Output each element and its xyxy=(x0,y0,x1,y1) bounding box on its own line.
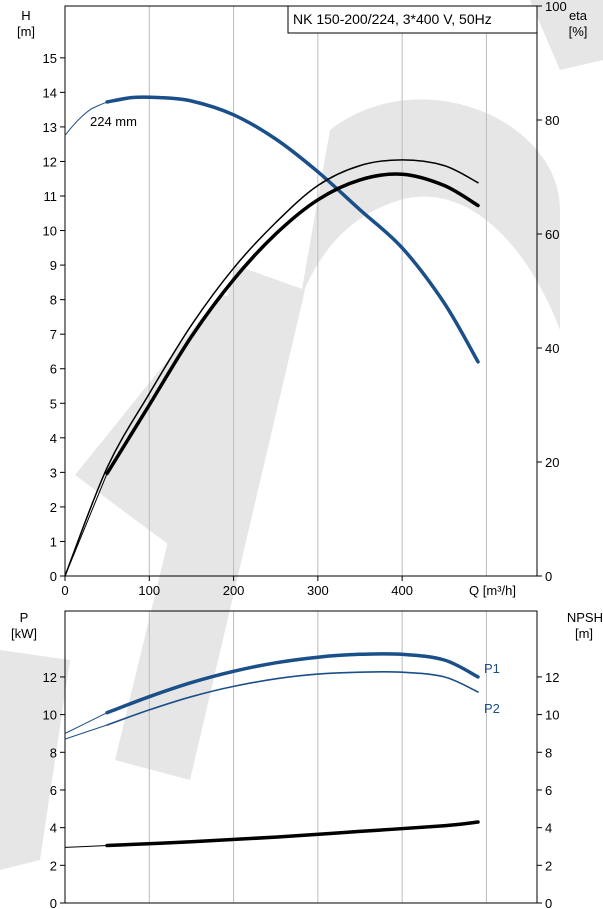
chart-title: NK 150-200/224, 3*400 V, 50Hz xyxy=(293,11,492,27)
eta-tick-label: 80 xyxy=(545,113,559,128)
eta-curve-b xyxy=(64,159,479,577)
bottom-left-ticks: 0 2 4 6 8 10 12 xyxy=(43,670,65,909)
h-tick-label: 0 xyxy=(50,569,57,584)
q-tick-label: 100 xyxy=(138,583,160,598)
p1-curve xyxy=(105,652,480,715)
p-tick-label: 10 xyxy=(43,708,57,723)
top-grid xyxy=(148,6,487,576)
npsh-tick-label: 10 xyxy=(545,708,559,723)
h-tick-label: 5 xyxy=(50,396,57,411)
p-axis-unit: [kW] xyxy=(11,626,37,641)
watermark xyxy=(0,0,603,870)
title-box: NK 150-200/224, 3*400 V, 50Hz xyxy=(287,5,538,34)
h-tick-label: 15 xyxy=(43,51,57,66)
h-axis-label: H xyxy=(21,8,30,23)
npsh-tick-label: 8 xyxy=(545,745,552,760)
h-tick-label: 2 xyxy=(50,500,57,515)
p-tick-label: 4 xyxy=(50,821,57,836)
p-tick-label: 8 xyxy=(50,745,57,760)
h-tick-label: 14 xyxy=(43,85,57,100)
h-tick-label: 13 xyxy=(43,120,57,135)
p-tick-label: 2 xyxy=(50,858,57,873)
npsh-curve xyxy=(105,820,480,848)
watermark-stroke-4 xyxy=(530,0,603,70)
eta-curve-a xyxy=(105,172,480,476)
h-tick-label: 8 xyxy=(50,293,57,308)
head-curve xyxy=(105,95,480,364)
p-tick-label: 0 xyxy=(50,896,57,909)
bottom-chart-panel: 0 2 4 6 8 10 12 0 2 4 6 8 10 12 P [kW] NPSH [m] P1 P… xyxy=(11,610,603,909)
npsh-tick-label: 4 xyxy=(545,821,552,836)
head-curve-extension xyxy=(64,101,108,136)
impeller-label: 224 mm xyxy=(90,114,137,129)
q-tick-label: 400 xyxy=(391,583,413,598)
eta-tick-label: 60 xyxy=(545,227,559,242)
h-tick-label: 7 xyxy=(50,327,57,342)
title-box-frame xyxy=(287,5,538,34)
h-tick-label: 3 xyxy=(50,465,57,480)
p2-label: P2 xyxy=(484,701,500,716)
npsh-tick-label: 6 xyxy=(545,783,552,798)
q-axis-label: Q [m³/h] xyxy=(469,583,516,598)
top-series xyxy=(64,95,480,577)
h-tick-label: 4 xyxy=(50,431,57,446)
eta-tick-label: 20 xyxy=(545,455,559,470)
h-tick-label: 9 xyxy=(50,258,57,273)
p-tick-label: 6 xyxy=(50,783,57,798)
h-tick-label: 10 xyxy=(43,224,57,239)
top-right-ticks: 0 20 40 60 80 100 xyxy=(537,0,567,584)
npsh-curve-extension xyxy=(64,845,108,848)
eta-tick-label: 0 xyxy=(545,569,552,584)
p2-curve xyxy=(106,670,479,726)
top-x-ticks: 0 100 200 300 400 xyxy=(61,576,413,598)
h-axis-unit: [m] xyxy=(17,24,35,39)
npsh-tick-label: 0 xyxy=(545,896,552,909)
bottom-right-ticks: 0 2 4 6 8 10 12 xyxy=(537,670,559,909)
h-tick-label: 11 xyxy=(44,189,58,204)
watermark-stroke-5 xyxy=(0,650,70,870)
q-tick-label: 200 xyxy=(223,583,245,598)
npsh-tick-label: 2 xyxy=(545,858,552,873)
bottom-grid xyxy=(148,611,487,903)
eta-axis-label: eta xyxy=(569,8,588,23)
npsh-tick-label: 12 xyxy=(545,670,559,685)
p1-curve-extension xyxy=(64,712,108,734)
npsh-axis-unit: [m] xyxy=(575,626,593,641)
q-tick-label: 300 xyxy=(307,583,329,598)
watermark-stroke-3 xyxy=(300,99,560,330)
npsh-axis-label: NPSH xyxy=(567,610,603,625)
eta-tick-label: 40 xyxy=(545,341,559,356)
bottom-plot-frame xyxy=(64,610,538,904)
eta-tick-label: 100 xyxy=(545,0,567,14)
h-tick-label: 12 xyxy=(43,154,57,169)
bottom-series xyxy=(64,652,480,848)
p-axis-label: P xyxy=(20,610,29,625)
eta-axis-unit: [%] xyxy=(569,24,588,39)
h-tick-label: 1 xyxy=(50,534,57,549)
h-tick-label: 6 xyxy=(50,362,57,377)
q-tick-label: 0 xyxy=(61,583,68,598)
watermark-stroke-2 xyxy=(115,265,305,780)
p2-curve-extension xyxy=(64,724,108,740)
p1-label: P1 xyxy=(484,661,500,676)
p-tick-label: 12 xyxy=(43,670,57,685)
